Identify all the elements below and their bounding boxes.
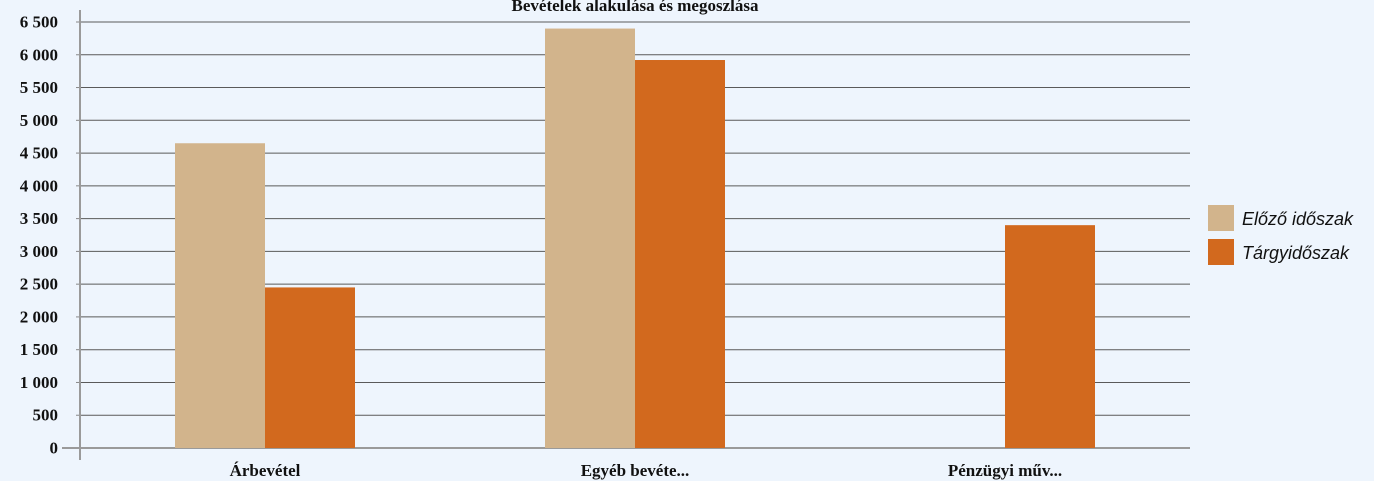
y-tick-label: 1 000 [20, 373, 58, 392]
legend-swatch [1208, 239, 1234, 265]
x-tick-label: Pénzügyi műv... [948, 461, 1062, 480]
chart-title: Bevételek alakulása és megoszlása [512, 0, 759, 15]
y-tick-label: 6 000 [20, 45, 58, 64]
bar [1005, 225, 1095, 448]
bar [545, 28, 635, 449]
legend-swatch [1208, 205, 1234, 231]
y-tick-label: 2 500 [20, 275, 58, 294]
y-tick-label: 3 000 [20, 242, 58, 261]
bar [635, 60, 725, 449]
x-tick-label: Árbevétel [230, 461, 301, 480]
y-tick-label: 1 500 [20, 340, 58, 359]
legend: Előző időszak Tárgyidőszak [1208, 205, 1354, 265]
legend-label: Tárgyidőszak [1242, 243, 1350, 263]
y-tick-label: 6 500 [20, 13, 58, 32]
y-tick-label: 5 000 [20, 111, 58, 130]
y-tick-label: 4 000 [20, 176, 58, 195]
y-tick-label: 500 [33, 406, 59, 425]
bar [265, 287, 355, 448]
y-tick-label: 3 500 [20, 209, 58, 228]
legend-label: Előző időszak [1242, 209, 1354, 229]
x-tick-labels: Árbevétel Egyéb bevéte... Pénzügyi műv... [230, 461, 1063, 480]
y-tick-labels: 0 500 1 000 1 500 2 000 2 500 3 000 3 500 4 000 4… [20, 13, 58, 458]
y-tick-label: 4 500 [20, 144, 58, 163]
y-tick-label: 0 [50, 439, 59, 458]
bar [175, 143, 265, 448]
y-tick-label: 5 500 [20, 78, 58, 97]
bars [175, 28, 1095, 449]
x-tick-label: Egyéb bevéte... [581, 461, 690, 480]
y-tick-label: 2 000 [20, 307, 58, 326]
